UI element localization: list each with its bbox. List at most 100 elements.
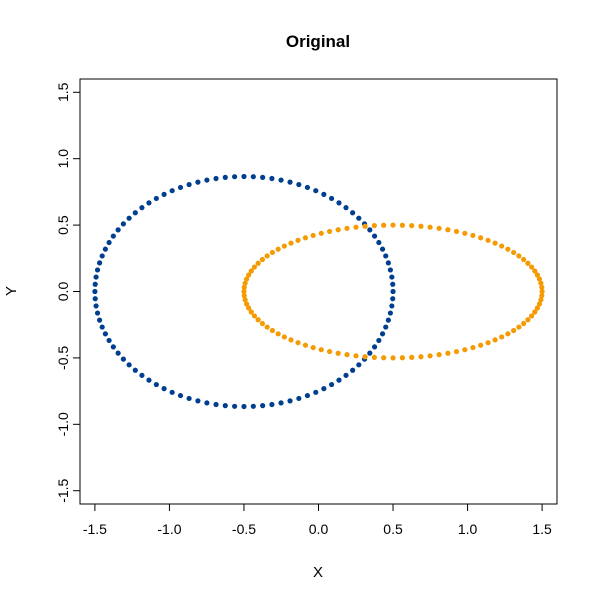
- data-point-series-2: [399, 222, 405, 228]
- data-point-series-2: [485, 340, 491, 346]
- data-point-series-2: [344, 352, 350, 358]
- data-point-series-2: [409, 223, 415, 229]
- data-point-series-2: [478, 342, 484, 348]
- data-point-series-1: [328, 195, 335, 202]
- data-point-series-2: [318, 347, 324, 353]
- chart-title: Original: [286, 32, 350, 51]
- data-point-series-2: [516, 253, 522, 259]
- data-point-series-1: [269, 401, 275, 408]
- data-point-series-1: [390, 296, 396, 302]
- data-point-series-2: [241, 288, 247, 295]
- data-point-series-2: [525, 260, 531, 266]
- data-point-series-1: [250, 403, 256, 409]
- data-point-series-1: [106, 239, 112, 246]
- data-point-series-2: [418, 354, 424, 360]
- data-point-series-2: [390, 355, 396, 361]
- x-tick-label: 1.5: [532, 521, 552, 537]
- data-point-series-2: [259, 256, 266, 263]
- data-point-series-1: [269, 175, 275, 182]
- data-point-series-1: [195, 179, 201, 185]
- data-point-series-1: [106, 337, 112, 344]
- data-point-series-2: [539, 288, 545, 295]
- data-point-series-1: [241, 403, 247, 410]
- y-tick-label: 0.0: [55, 282, 71, 302]
- data-point-series-1: [379, 331, 386, 337]
- plot-frame: [79, 78, 558, 505]
- data-point-series-1: [102, 246, 108, 252]
- data-point-series-2: [534, 272, 541, 278]
- data-point-series-2: [532, 268, 538, 274]
- y-axis-label: Y: [3, 286, 20, 296]
- data-point-series-2: [251, 313, 258, 319]
- data-point-series-1: [120, 221, 126, 227]
- data-point-series-1: [387, 310, 393, 316]
- data-point-series-1: [93, 274, 99, 280]
- data-point-series-1: [367, 227, 373, 233]
- data-point-series-1: [343, 205, 349, 211]
- data-point-series-2: [242, 297, 248, 303]
- data-point-series-2: [436, 352, 442, 358]
- x-axis-label: X: [313, 564, 323, 581]
- data-point-series-2: [269, 249, 276, 256]
- data-point-series-2: [399, 355, 405, 361]
- data-point-series-2: [505, 331, 511, 337]
- data-point-series-2: [381, 355, 387, 361]
- data-point-series-1: [126, 215, 132, 221]
- data-point-series-1: [356, 362, 362, 368]
- data-point-series-2: [246, 272, 252, 278]
- data-point-series-1: [350, 367, 356, 373]
- data-point-series-1: [115, 227, 121, 233]
- data-point-series-2: [462, 347, 468, 353]
- data-point-series-1: [161, 191, 167, 197]
- data-point-series-2: [241, 284, 247, 290]
- y-tick-label: -1.5: [55, 478, 71, 502]
- data-point-series-2: [244, 276, 250, 282]
- data-point-series-2: [310, 232, 316, 239]
- data-point-series-2: [445, 227, 451, 233]
- data-point-series-1: [385, 260, 391, 266]
- data-point-series-1: [343, 372, 349, 378]
- data-point-series-2: [318, 230, 324, 236]
- data-point-series-1: [313, 389, 319, 395]
- data-point-series-2: [521, 320, 527, 327]
- y-tick-label: 1.0: [55, 149, 71, 169]
- data-point-series-1: [177, 392, 184, 399]
- data-points: [92, 173, 545, 410]
- data-point-series-1: [232, 174, 238, 180]
- data-point-series-1: [213, 401, 219, 408]
- data-point-series-2: [436, 225, 442, 231]
- data-point-series-2: [251, 264, 258, 270]
- data-point-series-1: [132, 367, 138, 373]
- data-point-series-1: [390, 288, 396, 295]
- data-point-series-1: [120, 356, 126, 362]
- data-point-series-2: [295, 237, 301, 243]
- data-point-series-1: [387, 267, 393, 273]
- data-point-series-1: [139, 205, 145, 211]
- data-point-series-1: [389, 274, 395, 280]
- data-point-series-1: [169, 188, 175, 194]
- data-point-series-2: [534, 305, 541, 311]
- data-point-series-1: [146, 200, 152, 206]
- y-tick-label: 0.5: [55, 215, 71, 235]
- data-point-series-2: [281, 334, 287, 340]
- data-point-series-2: [242, 280, 248, 286]
- data-point-series-2: [244, 301, 250, 307]
- data-point-series-1: [177, 184, 184, 191]
- data-point-series-2: [470, 344, 476, 351]
- y-axis: -1.5 -1.0 -0.5 0.0 0.5 1.0 1.5: [55, 82, 81, 503]
- x-tick-label: 1.0: [458, 521, 478, 537]
- data-point-series-1: [376, 337, 382, 344]
- data-point-series-2: [525, 317, 531, 323]
- data-point-series-2: [427, 224, 433, 230]
- x-tick-label: -1.5: [83, 521, 107, 537]
- data-point-series-2: [409, 354, 415, 360]
- data-point-series-2: [521, 256, 527, 263]
- data-point-series-2: [453, 348, 460, 355]
- data-point-series-1: [350, 210, 356, 216]
- data-point-series-1: [93, 303, 99, 309]
- data-point-series-1: [321, 191, 327, 197]
- data-point-series-1: [371, 344, 378, 350]
- data-point-series-2: [539, 284, 545, 290]
- data-point-series-1: [250, 174, 256, 180]
- data-point-series-1: [321, 386, 327, 392]
